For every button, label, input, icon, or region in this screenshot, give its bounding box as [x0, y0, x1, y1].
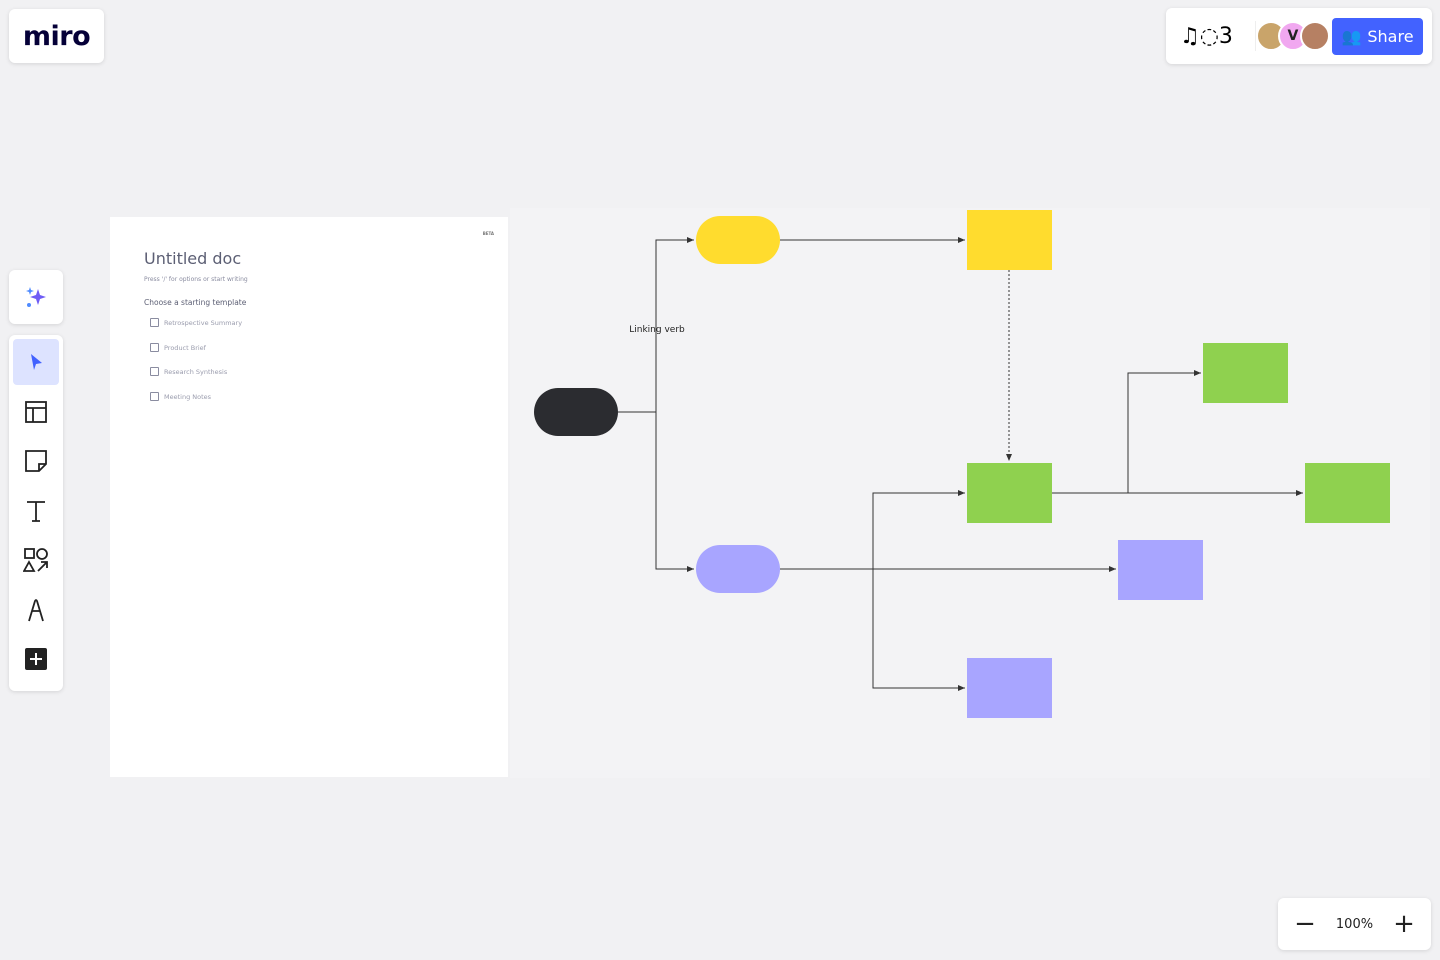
- miro-logo[interactable]: miro: [9, 9, 104, 63]
- avatar[interactable]: [1299, 21, 1330, 51]
- yellow-box[interactable]: [967, 210, 1052, 270]
- cursor-icon: [31, 354, 42, 370]
- shapes-icon: [23, 548, 48, 572]
- zoom-level: 100%: [1335, 916, 1374, 932]
- users-icon: 👥: [1341, 26, 1362, 46]
- zoom-in-button[interactable]: +: [1391, 909, 1417, 939]
- shapes-tool[interactable]: [13, 537, 59, 583]
- toolbar: [9, 335, 63, 691]
- document-icon: [150, 367, 159, 376]
- connector[interactable]: [872, 490, 965, 569]
- template-label: Research Synthesis: [164, 367, 228, 376]
- template-item[interactable]: Meeting Notes: [150, 392, 211, 401]
- zoom-out-button[interactable]: −: [1292, 909, 1318, 939]
- sticky-note-tool[interactable]: [13, 438, 59, 484]
- zoom-controls: − 100% +: [1278, 898, 1431, 950]
- connector[interactable]: [1127, 370, 1201, 493]
- purple-box-bottom[interactable]: [967, 658, 1052, 718]
- yellow-pill[interactable]: [696, 216, 780, 264]
- document-icon: [150, 343, 159, 352]
- connector[interactable]: [872, 569, 965, 691]
- green-box-center[interactable]: [967, 463, 1052, 523]
- select-tool[interactable]: [13, 339, 59, 385]
- pen-tool[interactable]: [13, 587, 59, 633]
- doc-title[interactable]: Untitled doc: [144, 249, 242, 268]
- purple-pill[interactable]: [696, 545, 780, 593]
- start-pill[interactable]: [534, 388, 618, 436]
- template-heading: Choose a starting template: [144, 298, 247, 307]
- template-item[interactable]: Retrospective Summary: [150, 318, 242, 327]
- template-item[interactable]: Research Synthesis: [150, 367, 227, 376]
- pen-icon: [28, 598, 44, 621]
- green-box-right[interactable]: [1305, 463, 1390, 523]
- share-button[interactable]: 👥 Share: [1332, 17, 1423, 55]
- doc-subtitle: Press '/' for options or start writing: [144, 276, 248, 283]
- green-box-top[interactable]: [1203, 343, 1288, 403]
- document-icon: [150, 318, 159, 327]
- template-label: Meeting Notes: [164, 392, 212, 401]
- sparkle-icon: [26, 287, 46, 307]
- document-icon: [150, 392, 159, 401]
- purple-box-right[interactable]: [1118, 540, 1203, 600]
- collaborators: V: [1254, 21, 1330, 51]
- plus-square-icon: [25, 648, 47, 670]
- reactions-icon[interactable]: ♫◌3: [1180, 23, 1233, 49]
- sticky-note-icon: [25, 450, 47, 472]
- template-label: Product Brief: [164, 343, 206, 352]
- doc-panel[interactable]: BETA Untitled doc Press '/' for options …: [110, 217, 508, 777]
- layout-icon: [25, 400, 47, 423]
- connector-label[interactable]: Linking verb: [629, 325, 685, 335]
- ai-assist-button[interactable]: [9, 270, 63, 324]
- text-icon: [27, 500, 45, 522]
- text-tool[interactable]: [13, 488, 59, 534]
- top-right-bar: ♫◌3 V 👥 Share: [1166, 8, 1432, 64]
- connector[interactable]: [618, 411, 694, 572]
- template-label: Retrospective Summary: [164, 318, 243, 327]
- templates-tool[interactable]: [13, 389, 59, 435]
- beta-badge: BETA: [482, 231, 494, 236]
- template-item[interactable]: Product Brief: [150, 343, 206, 352]
- add-tool[interactable]: [13, 636, 59, 682]
